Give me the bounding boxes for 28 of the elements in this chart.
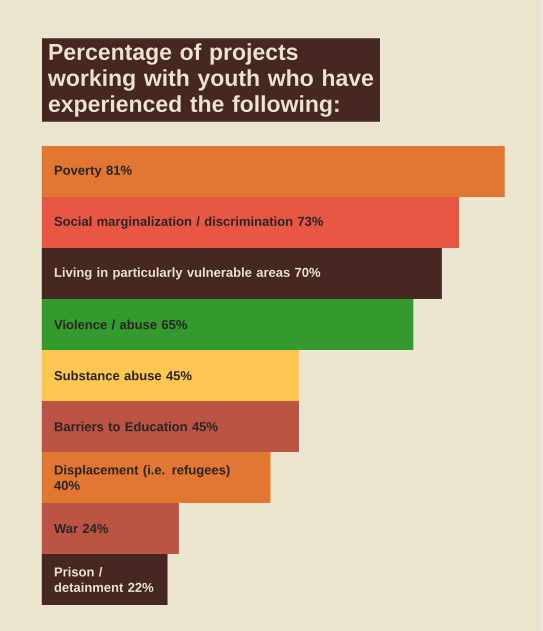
bar [42,146,505,197]
data-label: 45% [192,422,218,432]
bar [42,400,300,452]
y-tick-label: Substance abuse [54,370,162,380]
bar [42,299,414,350]
y-tick-label: Social marginalization / discrimination [54,216,292,229]
y-tick-label: Barriers to Education [54,422,187,432]
bar [42,248,442,299]
y-tick-label: War [54,524,78,534]
chart-title: Percentage of projects working with youth who have experienced the following: [48,43,374,117]
bar [42,197,460,248]
data-label: 40% [54,480,80,490]
data-label: 24% [82,524,108,534]
data-label: 81% [106,166,132,175]
data-label: 65% [162,320,188,330]
bar [42,502,180,554]
data-label: 70% [295,268,320,277]
y-tick-label: Poverty [54,166,102,178]
data-label: 22% [128,582,154,592]
y-tick-label: Violence / abuse [54,320,157,330]
data-label: 73% [298,216,324,226]
bar [42,350,300,401]
y-tick-label: Displacement (i.e. refugees) [54,464,230,478]
y-tick-label: Living in particularly vulnerable areas [54,267,290,280]
bar [42,554,168,605]
bar [42,452,271,503]
y-tick-label: Prison / detainment [54,566,124,592]
data-label: 45% [166,371,192,380]
